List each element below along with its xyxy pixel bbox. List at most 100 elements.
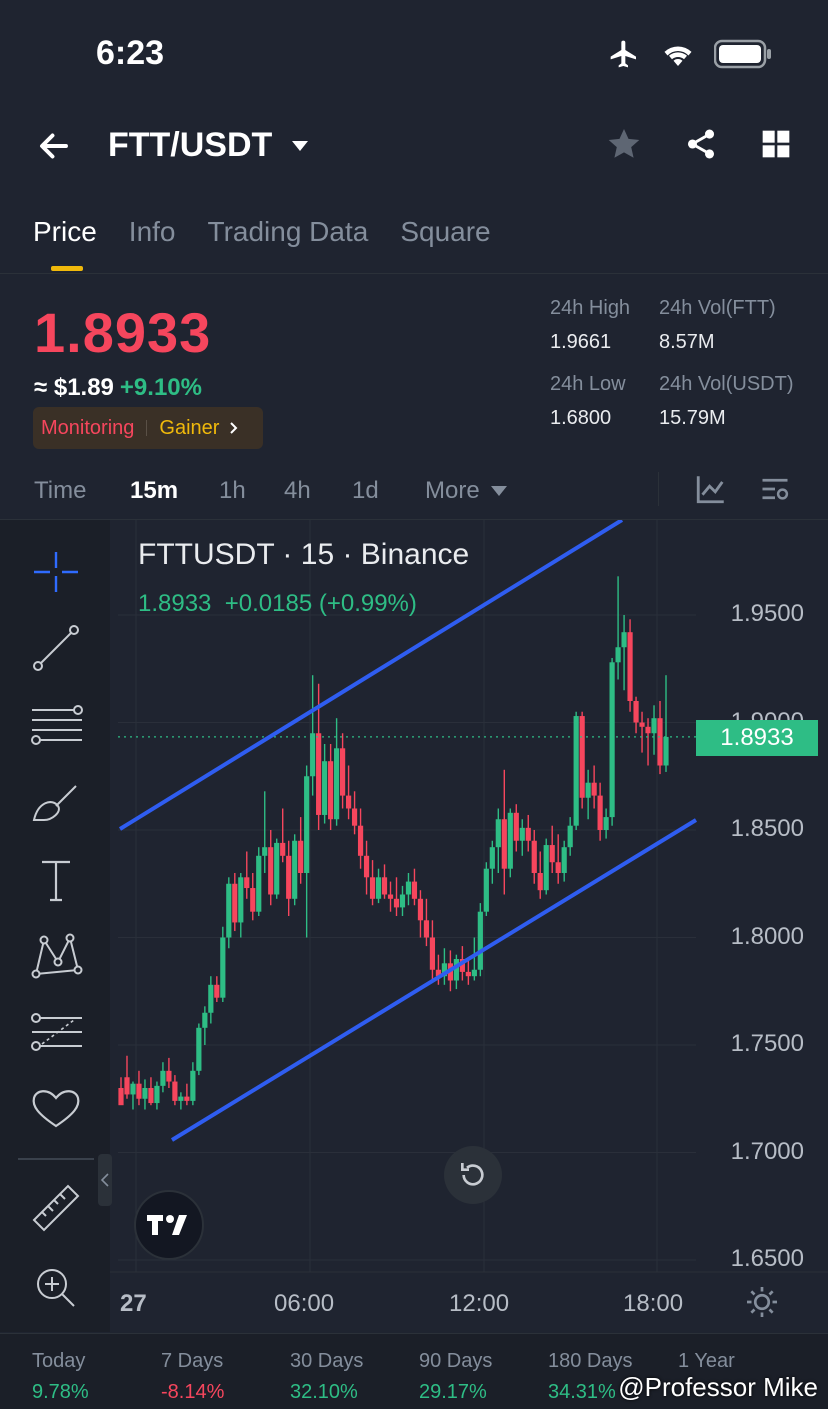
tradingview-logo-icon (147, 1215, 187, 1235)
pair-selector[interactable]: FTT/USDT (108, 126, 310, 165)
candle-body (357, 825, 364, 856)
candle-body (609, 662, 615, 818)
interval-1h[interactable]: 1h (219, 477, 246, 504)
prediction-tool-icon[interactable] (28, 1004, 84, 1060)
perf-value: 32.10% (290, 1381, 358, 1403)
indicator-icon[interactable] (694, 472, 728, 506)
candle-body (136, 1083, 142, 1099)
candle-body (465, 971, 471, 977)
perf-value: -8.14% (161, 1381, 225, 1403)
y-axis-label: 1.6500 (730, 1245, 804, 1272)
price-approx: ≈ $1.89 +9.10% (34, 374, 202, 402)
stat-high-value: 1.9661 (550, 331, 612, 353)
candle-body (256, 855, 262, 912)
stat-vol-ftt-value: 8.57M (659, 331, 715, 353)
zoom-in-icon[interactable] (28, 1260, 84, 1316)
stat-low-value: 1.6800 (550, 407, 612, 429)
candle-body (543, 845, 549, 891)
change-percent: +9.10% (119, 374, 202, 401)
candle-body (441, 963, 448, 977)
candle-body (208, 984, 214, 1013)
ruler-icon[interactable] (28, 1180, 84, 1236)
candle-body (375, 877, 382, 899)
candle-body (525, 827, 531, 841)
share-icon[interactable] (684, 126, 718, 162)
perf-label: 7 Days (161, 1350, 224, 1372)
candle-body (513, 812, 519, 841)
perf-label: 180 Days (548, 1350, 633, 1372)
candle-body (561, 847, 567, 873)
chart-top-divider (0, 519, 828, 520)
pattern-tool-icon[interactable] (28, 928, 84, 984)
star-icon[interactable] (606, 126, 642, 162)
candle-body (214, 984, 220, 998)
header-actions (606, 126, 792, 162)
interval-4h[interactable]: 4h (284, 477, 311, 504)
tab-price[interactable]: Price (33, 216, 97, 271)
candle-body (292, 840, 298, 899)
tab-info[interactable]: Info (128, 216, 176, 247)
x-axis-label: 06:00 (274, 1290, 335, 1317)
toolbar-collapse-toggle[interactable] (98, 1154, 112, 1206)
tag-badges[interactable]: Monitoring Gainer (33, 407, 263, 449)
approx-usd: ≈ $1.89 (34, 374, 114, 401)
trendline-upper (118, 520, 624, 831)
favorite-tools-icon[interactable] (28, 1080, 84, 1136)
interval-more[interactable]: More (425, 477, 508, 505)
candle-body (148, 1088, 154, 1104)
candle-body (435, 969, 442, 977)
perf-30days[interactable]: 30 Days 32.10% (290, 1350, 363, 1404)
candle-body (429, 937, 436, 970)
trendline-tool-icon[interactable] (28, 620, 84, 676)
rotate-icon (461, 1163, 484, 1186)
candle-body (369, 877, 376, 899)
perf-label: 30 Days (290, 1350, 364, 1372)
price-chart[interactable] (0, 520, 828, 1332)
stat-vol-usdt-label: 24h Vol(USDT) (659, 373, 794, 395)
candle-body (663, 736, 669, 766)
perf-90days[interactable]: 90 Days 29.17% (419, 1350, 492, 1404)
chart-legend-values: 1.8933 +0.0185 (+0.99%) (138, 590, 417, 617)
perf-180days[interactable]: 180 Days 34.31% (548, 1350, 633, 1404)
tradingview-logo[interactable] (134, 1190, 204, 1260)
candle-body (591, 782, 597, 796)
perf-1year[interactable]: 1 Year (678, 1350, 735, 1381)
crosshair-icon[interactable] (28, 544, 84, 600)
candle-body (244, 877, 250, 889)
chart-settings-icon[interactable] (760, 474, 790, 504)
text-tool-icon[interactable] (28, 852, 84, 908)
brush-tool-icon[interactable] (28, 776, 84, 832)
candle-body (567, 825, 573, 848)
candle-body (280, 842, 286, 856)
candle-body (202, 1012, 208, 1028)
tab-square[interactable]: Square (400, 216, 491, 247)
candle-body (172, 1081, 178, 1101)
candle-body (328, 761, 334, 820)
candle-body (405, 881, 412, 895)
grid-menu-icon[interactable] (760, 128, 792, 160)
candle-body (118, 1088, 124, 1106)
perf-value: 29.17% (419, 1381, 487, 1403)
candle-body (537, 873, 543, 891)
perf-today[interactable]: Today 9.78% (32, 1350, 89, 1404)
interval-time[interactable]: Time (34, 477, 87, 504)
caret-down-icon (490, 486, 507, 496)
perf-value: 34.31% (548, 1381, 616, 1403)
candle-body (495, 819, 501, 848)
back-arrow-icon[interactable] (36, 128, 72, 164)
tag-separator (146, 420, 148, 436)
candle-body (627, 632, 633, 701)
x-axis-label: 18:00 (623, 1290, 684, 1317)
fib-retracement-icon[interactable] (28, 696, 84, 752)
tab-trading-data[interactable]: Trading Data (207, 216, 369, 247)
gear-icon[interactable] (744, 1284, 780, 1320)
reset-chart-button[interactable] (444, 1146, 502, 1204)
interval-15m[interactable]: 15m (130, 477, 179, 504)
candle-body (507, 812, 513, 869)
candle-body (226, 883, 232, 938)
chevron-right-icon (230, 422, 238, 434)
perf-7days[interactable]: 7 Days -8.14% (161, 1350, 224, 1404)
candle-body (286, 855, 292, 899)
y-axis-label: 1.9500 (730, 600, 804, 627)
interval-1d[interactable]: 1d (352, 477, 379, 504)
